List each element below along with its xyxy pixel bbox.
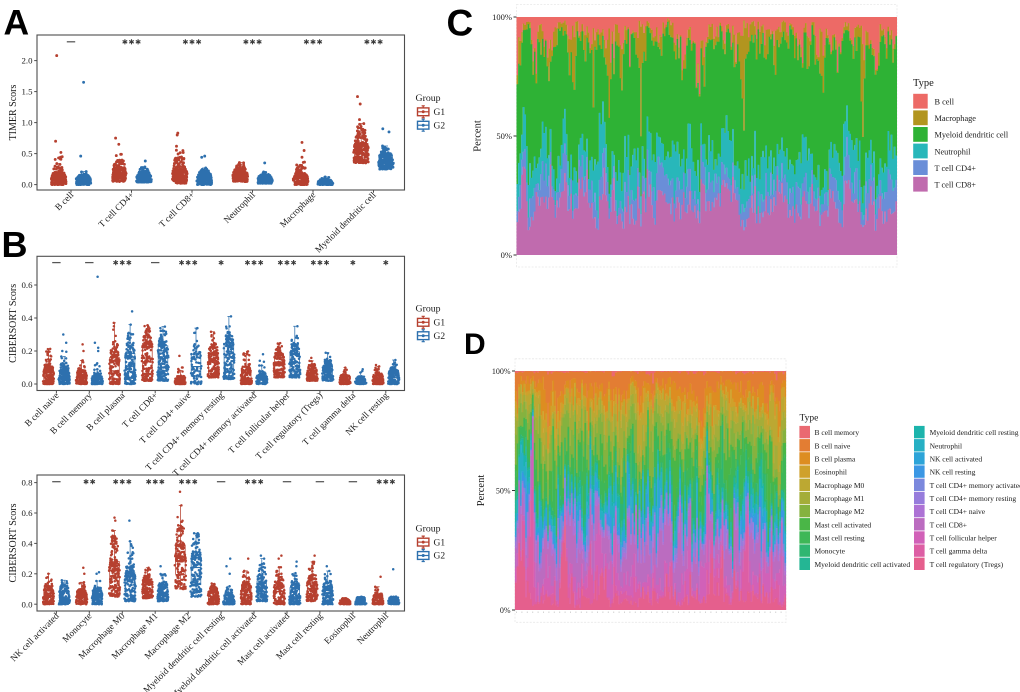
svg-text:1.5: 1.5 [22, 87, 34, 97]
svg-text:A: A [4, 2, 30, 42]
svg-text:T cell gamma delta: T cell gamma delta [930, 547, 988, 556]
svg-text:B: B [2, 224, 28, 265]
svg-text:T cell CD4+ naive: T cell CD4+ naive [930, 507, 986, 516]
svg-text:Macrophage M2: Macrophage M2 [815, 507, 865, 516]
svg-text:Group: Group [416, 93, 441, 104]
svg-text:100%: 100% [492, 367, 511, 376]
svg-text:0%: 0% [500, 606, 511, 615]
svg-text:Type: Type [913, 78, 934, 89]
svg-text:T cell CD8+: T cell CD8+ [935, 181, 977, 190]
svg-text:G1: G1 [434, 319, 446, 329]
svg-text:0.2: 0.2 [22, 569, 33, 579]
svg-text:G2: G2 [434, 552, 446, 562]
svg-text:C: C [447, 2, 474, 43]
svg-text:G1: G1 [434, 538, 446, 548]
svg-text:Group: Group [416, 523, 441, 534]
svg-text:Mast cell activated: Mast cell activated [815, 520, 872, 529]
svg-text:Type: Type [800, 413, 819, 423]
svg-text:0.5: 0.5 [22, 149, 34, 159]
svg-text:0.4: 0.4 [22, 313, 34, 323]
svg-text:CIBERSORT Scors: CIBERSORT Scors [8, 503, 19, 582]
svg-text:100%: 100% [492, 12, 512, 22]
svg-text:G1: G1 [434, 108, 446, 118]
svg-text:Group: Group [416, 304, 441, 315]
svg-text:Myeloid dendritic cell resting: Myeloid dendritic cell resting [930, 428, 1019, 437]
svg-text:B cell: B cell [935, 98, 955, 107]
svg-text:Macrophage M0: Macrophage M0 [815, 481, 865, 490]
svg-text:T cell CD8+: T cell CD8+ [930, 520, 967, 529]
svg-text:0.0: 0.0 [22, 379, 34, 389]
svg-text:0.6: 0.6 [22, 280, 34, 290]
svg-text:Mast cell resting: Mast cell resting [815, 534, 865, 543]
svg-text:G2: G2 [434, 121, 446, 131]
svg-text:CIBERSORT Scors: CIBERSORT Scors [8, 284, 19, 363]
svg-text:Neutrophil: Neutrophil [935, 147, 972, 156]
svg-text:D: D [464, 328, 486, 361]
svg-text:Macrophage M1: Macrophage M1 [815, 494, 865, 503]
svg-text:Myeloid dendritic cell activat: Myeloid dendritic cell activated [815, 560, 911, 569]
svg-text:0.0: 0.0 [22, 599, 34, 609]
svg-text:Monocyte: Monocyte [815, 547, 846, 556]
svg-text:0.0: 0.0 [22, 180, 34, 190]
svg-text:T cell regulatory (Tregs): T cell regulatory (Tregs) [930, 560, 1004, 569]
svg-text:2.0: 2.0 [22, 56, 34, 66]
svg-text:B cell plasma: B cell plasma [815, 454, 856, 463]
svg-text:50%: 50% [496, 131, 512, 141]
svg-text:T cell CD4+ memory resting: T cell CD4+ memory resting [930, 494, 1017, 503]
svg-text:T cell CD4+: T cell CD4+ [935, 164, 977, 173]
svg-text:50%: 50% [496, 487, 511, 496]
svg-text:0.6: 0.6 [22, 508, 34, 518]
svg-text:NK cell activated: NK cell activated [930, 454, 983, 463]
svg-text:Macrophage: Macrophage [935, 114, 977, 123]
svg-text:T cell follicular helper: T cell follicular helper [930, 534, 998, 543]
svg-text:0%: 0% [501, 250, 512, 260]
svg-text:Eosinophil: Eosinophil [815, 468, 848, 477]
svg-text:B cell memory: B cell memory [815, 428, 860, 437]
svg-text:0.8: 0.8 [22, 478, 34, 488]
svg-text:Percent: Percent [473, 120, 484, 152]
svg-text:1.0: 1.0 [22, 118, 34, 128]
svg-text:B cell naive: B cell naive [815, 441, 851, 450]
svg-text:Percent: Percent [476, 475, 487, 507]
svg-text:Myeloid dendritic cell: Myeloid dendritic cell [935, 131, 1009, 140]
svg-text:0.4: 0.4 [22, 539, 34, 549]
svg-text:TIMER Scors: TIMER Scors [8, 84, 19, 140]
svg-text:Neutrophil: Neutrophil [930, 441, 963, 450]
svg-text:G2: G2 [434, 332, 446, 342]
svg-text:NK cell resting: NK cell resting [930, 468, 976, 477]
svg-text:T cell CD4+ memory activated: T cell CD4+ memory activated [930, 481, 1020, 490]
svg-text:0.2: 0.2 [22, 346, 33, 356]
